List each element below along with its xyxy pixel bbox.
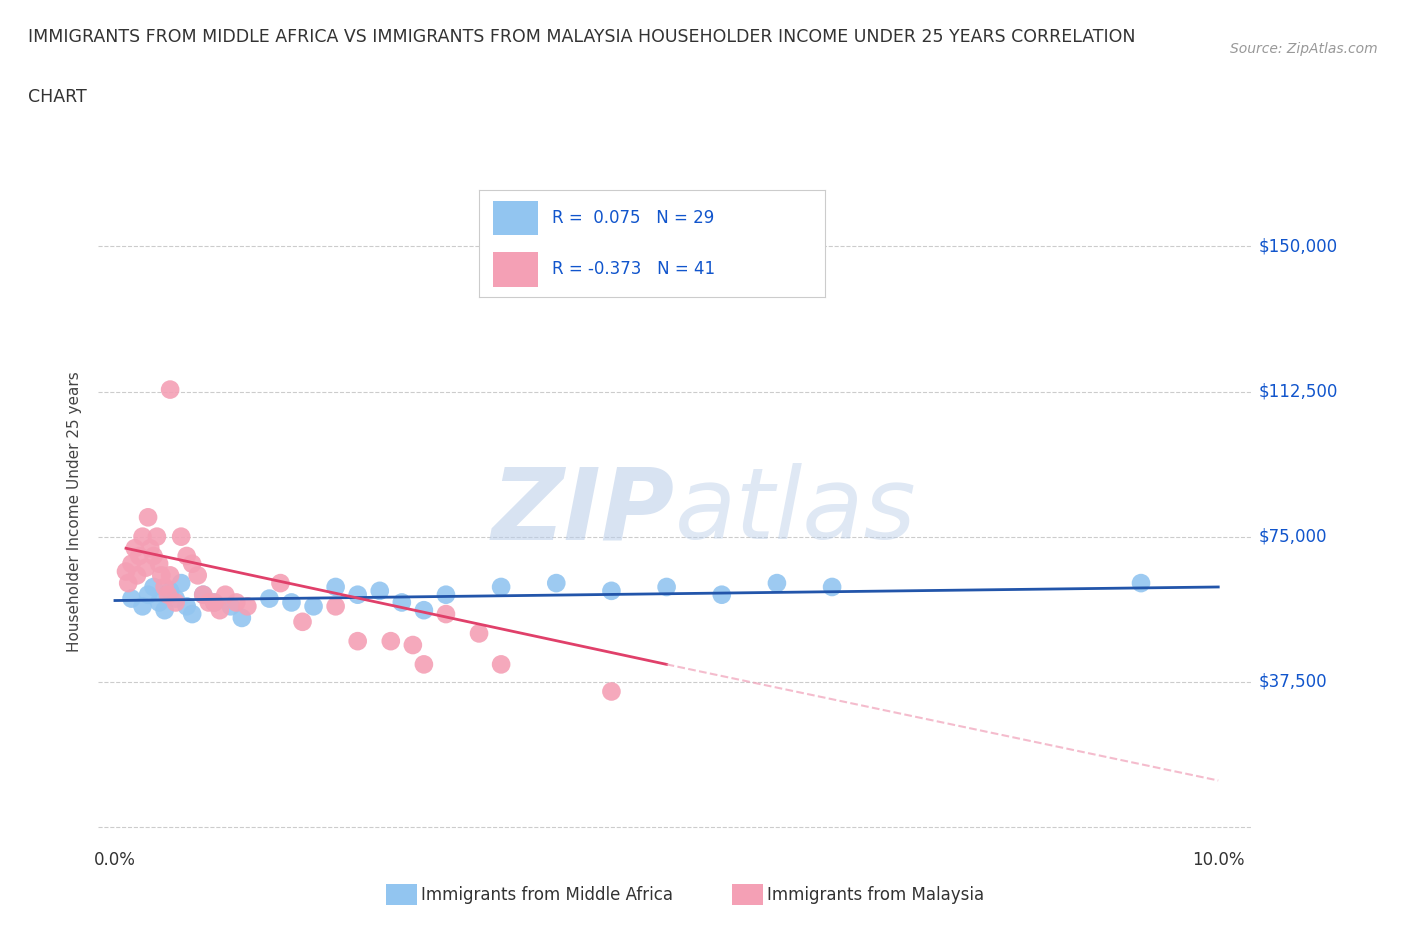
Point (139, 541, 162, 556)
Point (165, 595, 187, 610)
Point (159, 568, 181, 583)
Text: atlas: atlas (675, 463, 917, 560)
Point (128, 549, 150, 564)
Point (156, 587, 179, 602)
Point (202, 595, 225, 610)
Point (325, 579, 347, 594)
Point (380, 633, 402, 648)
Point (131, 599, 153, 614)
Text: $112,500: $112,500 (1258, 382, 1337, 401)
Point (489, 579, 512, 594)
Point (269, 576, 291, 591)
Point (291, 615, 314, 630)
Point (280, 595, 302, 610)
Point (135, 560, 157, 575)
Point (131, 529, 153, 544)
Point (121, 591, 143, 606)
Point (208, 603, 231, 618)
Point (148, 556, 170, 571)
Point (346, 633, 368, 648)
Text: Immigrants from Malaysia: Immigrants from Malaysia (768, 885, 984, 904)
Point (136, 587, 159, 602)
Point (197, 595, 219, 610)
Text: CHART: CHART (28, 88, 87, 106)
Point (142, 579, 165, 594)
Point (181, 556, 204, 571)
Point (117, 576, 139, 591)
Point (159, 382, 181, 397)
Point (236, 599, 259, 614)
Point (434, 606, 457, 621)
Point (148, 595, 170, 610)
Point (219, 599, 242, 614)
Point (176, 549, 198, 564)
Point (489, 657, 512, 671)
Text: $37,500: $37,500 (1258, 672, 1327, 691)
Point (193, 587, 215, 602)
Point (176, 599, 198, 614)
Point (153, 603, 176, 618)
Point (821, 579, 844, 594)
Text: $75,000: $75,000 (1258, 527, 1327, 546)
Point (655, 579, 678, 594)
Point (302, 599, 325, 614)
Point (412, 657, 434, 671)
Point (546, 576, 568, 591)
Point (142, 549, 165, 564)
Point (766, 576, 789, 591)
Point (402, 638, 425, 653)
Point (231, 610, 253, 625)
Point (325, 599, 347, 614)
Point (187, 568, 209, 583)
Point (125, 568, 148, 583)
Point (115, 565, 138, 579)
Point (346, 587, 368, 602)
Point (600, 583, 623, 598)
Point (468, 626, 491, 641)
Point (181, 606, 204, 621)
Point (146, 529, 169, 544)
Text: Source: ZipAtlas.com: Source: ZipAtlas.com (1230, 42, 1378, 56)
Text: IMMIGRANTS FROM MIDDLE AFRICA VS IMMIGRANTS FROM MALAYSIA HOUSEHOLDER INCOME UND: IMMIGRANTS FROM MIDDLE AFRICA VS IMMIGRA… (28, 28, 1136, 46)
Y-axis label: Householder Income Under 25 years: Householder Income Under 25 years (67, 371, 83, 652)
Point (150, 568, 173, 583)
Point (170, 576, 193, 591)
Point (153, 579, 176, 594)
Point (710, 587, 733, 602)
Point (214, 587, 236, 602)
Point (170, 529, 193, 544)
Point (259, 591, 281, 606)
Point (434, 587, 457, 602)
Text: $150,000: $150,000 (1258, 237, 1337, 256)
Text: Immigrants from Middle Africa: Immigrants from Middle Africa (422, 885, 673, 904)
Point (1130, 576, 1153, 591)
Point (121, 556, 143, 571)
Point (202, 595, 225, 610)
Point (165, 591, 187, 606)
Text: ZIP: ZIP (492, 463, 675, 560)
Point (193, 587, 215, 602)
Point (391, 595, 413, 610)
Point (368, 583, 391, 598)
Point (225, 595, 247, 610)
Point (159, 583, 181, 598)
Point (600, 684, 623, 699)
Point (124, 541, 146, 556)
Point (136, 510, 159, 525)
Point (412, 603, 434, 618)
